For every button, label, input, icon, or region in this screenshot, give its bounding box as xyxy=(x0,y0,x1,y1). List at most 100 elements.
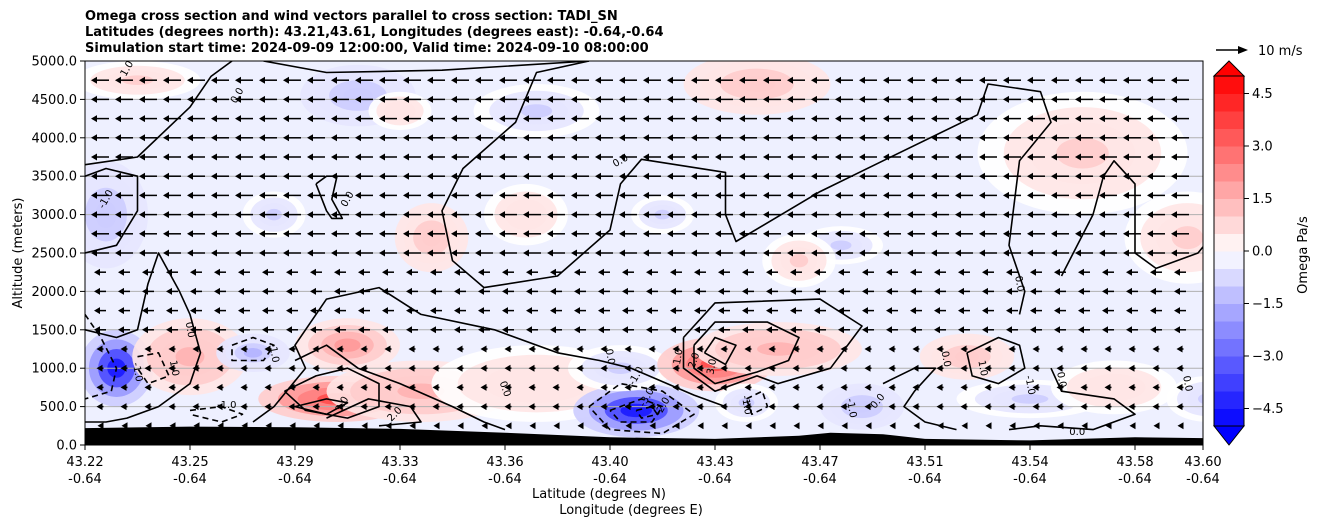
wind-vector-head xyxy=(1147,230,1153,238)
wind-vector-head xyxy=(766,268,772,276)
wind-vector-head xyxy=(1006,268,1012,276)
wind-vector-head xyxy=(115,230,121,238)
wind-vector-head xyxy=(696,345,703,353)
wind-vector-head xyxy=(523,115,529,123)
wind-vector-head xyxy=(955,95,961,103)
colorbar-band xyxy=(1214,268,1244,287)
wind-vector-head xyxy=(1171,230,1177,238)
wind-vector-head xyxy=(91,172,97,180)
wind-vector-head xyxy=(192,345,199,353)
wind-vector-head xyxy=(718,287,724,295)
wind-vector-head xyxy=(955,153,961,161)
wind-vector-head xyxy=(528,364,535,372)
wind-vector-head xyxy=(331,134,337,142)
wind-vector-head xyxy=(667,191,673,199)
wind-vector-head xyxy=(115,249,121,257)
wind-vector-head xyxy=(478,268,484,276)
wind-vector-head xyxy=(550,326,556,334)
wind-vector-head xyxy=(454,287,460,295)
wind-vector-head xyxy=(763,153,769,161)
colorbar-band xyxy=(1214,233,1244,252)
wind-vector-head xyxy=(238,307,244,315)
wind-vector-head xyxy=(622,307,628,315)
wind-vector-head xyxy=(667,230,673,238)
wind-vector-head xyxy=(1075,191,1081,199)
wind-vector-head xyxy=(403,76,409,84)
wind-vector-head xyxy=(1177,422,1184,430)
wind-vector-head xyxy=(526,287,532,295)
wind-vector-head xyxy=(1105,422,1112,430)
wind-vector-head xyxy=(1075,115,1081,123)
wind-vector-head xyxy=(790,326,796,334)
wind-vector-head xyxy=(598,268,604,276)
wind-vector-head xyxy=(811,134,817,142)
contour-label: 1.0 xyxy=(975,359,989,377)
wind-vector-head xyxy=(787,95,793,103)
wind-vector-head xyxy=(406,326,412,334)
wind-vector-head xyxy=(1003,172,1009,180)
wind-vector-head xyxy=(883,191,889,199)
wind-vector-head xyxy=(622,268,628,276)
wind-vector-head xyxy=(694,268,700,276)
wind-vector-head xyxy=(1006,326,1012,334)
wind-vector-head xyxy=(1123,249,1129,257)
wind-vector-head xyxy=(358,307,364,315)
wind-vector-head xyxy=(142,287,148,295)
wind-vector-head xyxy=(259,211,265,219)
wind-vector-head xyxy=(187,249,193,257)
wind-vector-head xyxy=(912,403,919,411)
wind-vector-head xyxy=(115,191,121,199)
wind-vector-head xyxy=(168,403,175,411)
wind-vector-head xyxy=(528,345,535,353)
wind-vector-head xyxy=(619,134,625,142)
wind-vector-head xyxy=(310,307,316,315)
wind-vector-head xyxy=(1027,191,1033,199)
wind-vector-head xyxy=(814,268,820,276)
wind-vector-head xyxy=(619,230,625,238)
contour-line xyxy=(85,167,139,254)
wind-vector-head xyxy=(1123,230,1129,238)
wind-vector-head xyxy=(118,326,124,334)
wind-vector-head xyxy=(307,153,313,161)
wind-vector-head xyxy=(1171,211,1177,219)
wind-vector-head xyxy=(643,249,649,257)
wind-vector-head xyxy=(403,191,409,199)
wind-vector-head xyxy=(547,172,553,180)
wind-vector-head xyxy=(931,172,937,180)
omega-field-cell xyxy=(830,240,852,251)
omega-contours xyxy=(85,61,1203,435)
wind-vector-head xyxy=(499,153,505,161)
y-tick-label: 1500.0 xyxy=(32,323,78,338)
wind-vector-head xyxy=(480,403,487,411)
contour-label: -1.0 xyxy=(1022,375,1036,396)
wind-vector-head xyxy=(910,268,916,276)
wind-vector-head xyxy=(409,422,416,430)
wind-vector-head xyxy=(955,134,961,142)
wind-vector-head xyxy=(646,268,652,276)
wind-vector-head xyxy=(744,383,751,391)
wind-vector-head xyxy=(91,153,97,161)
wind-vector-head xyxy=(97,422,104,430)
wind-vector-head xyxy=(667,76,673,84)
wind-vector-head xyxy=(499,95,505,103)
wind-vector-head xyxy=(955,211,961,219)
wind-vector-head xyxy=(864,403,871,411)
wind-vector-head xyxy=(382,307,388,315)
wind-vector-head xyxy=(955,230,961,238)
contour-line xyxy=(315,175,344,220)
wind-vector-head xyxy=(910,287,916,295)
colorbar-tick-label: −3.0 xyxy=(1252,350,1284,365)
wind-vector-head xyxy=(408,403,415,411)
wind-vector-head xyxy=(715,191,721,199)
wind-vector-head xyxy=(1099,191,1105,199)
wind-vector-head xyxy=(91,115,97,123)
wind-vector-head xyxy=(595,230,601,238)
wind-vector-head xyxy=(744,403,751,411)
wind-vector-head xyxy=(283,95,289,103)
wind-vector-head xyxy=(1027,230,1033,238)
wind-vector-head xyxy=(576,364,583,372)
wind-vector-head xyxy=(1003,95,1009,103)
wind-vector-head xyxy=(742,287,748,295)
wind-vector-head xyxy=(1128,403,1135,411)
wind-vector-head xyxy=(1153,422,1160,430)
